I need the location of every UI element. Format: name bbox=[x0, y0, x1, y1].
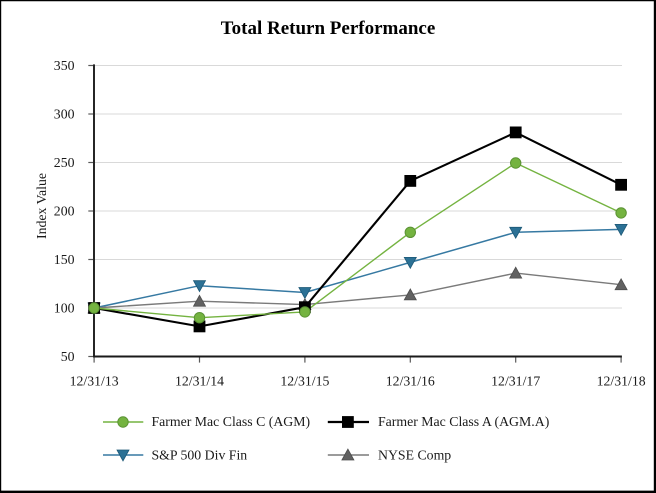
svg-text:100: 100 bbox=[54, 301, 75, 316]
svg-text:12/31/15: 12/31/15 bbox=[280, 374, 329, 389]
svg-text:NYSE Comp: NYSE Comp bbox=[378, 448, 451, 463]
svg-text:12/31/13: 12/31/13 bbox=[70, 374, 119, 389]
svg-text:350: 350 bbox=[54, 58, 75, 73]
svg-text:300: 300 bbox=[54, 107, 75, 122]
svg-text:S&P 500 Div Fin: S&P 500 Div Fin bbox=[152, 448, 248, 463]
svg-text:12/31/14: 12/31/14 bbox=[175, 374, 224, 389]
svg-text:Index Value: Index Value bbox=[34, 173, 49, 239]
svg-text:50: 50 bbox=[61, 349, 75, 364]
svg-text:Farmer Mac Class C (AGM): Farmer Mac Class C (AGM) bbox=[152, 414, 311, 430]
svg-text:Total Return Performance: Total Return Performance bbox=[221, 18, 436, 39]
svg-text:12/31/16: 12/31/16 bbox=[386, 374, 435, 389]
svg-text:12/31/17: 12/31/17 bbox=[491, 374, 540, 389]
svg-text:200: 200 bbox=[54, 204, 75, 219]
svg-text:Farmer Mac Class A (AGM.A): Farmer Mac Class A (AGM.A) bbox=[378, 414, 549, 430]
svg-text:250: 250 bbox=[54, 155, 75, 170]
svg-text:12/31/18: 12/31/18 bbox=[597, 374, 646, 389]
svg-text:150: 150 bbox=[54, 252, 75, 267]
